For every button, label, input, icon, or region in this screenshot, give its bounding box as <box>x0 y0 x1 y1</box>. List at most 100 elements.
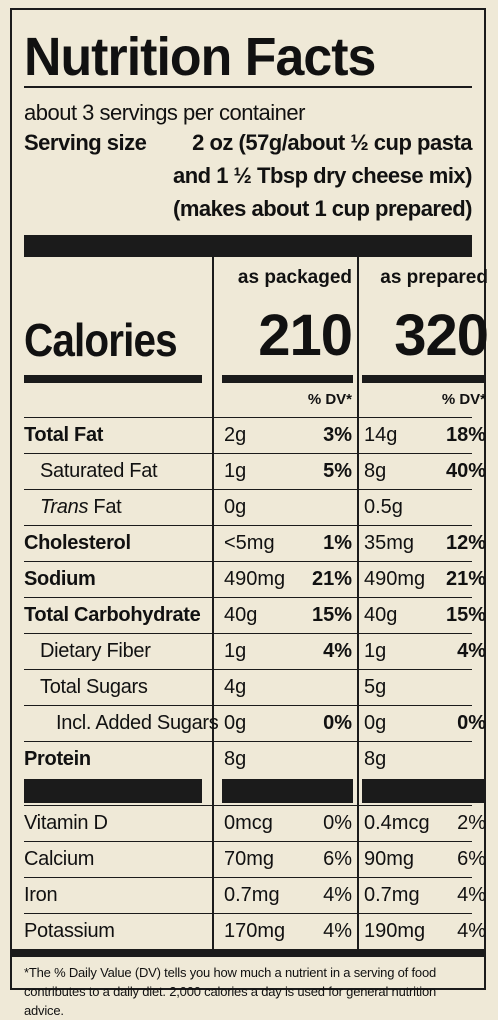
vitamin-divider <box>24 777 486 805</box>
amount-packaged: 70mg <box>224 848 275 870</box>
calories-bar <box>222 375 353 383</box>
nutrient-row-protein: Protein 8g 8g <box>24 741 472 777</box>
vitamin-row-iron: Iron 0.7mg 4% 0.7mg 4% <box>24 877 486 913</box>
dv-packaged: 3% <box>323 424 352 446</box>
amount-packaged: 4g <box>224 676 247 698</box>
amount-packaged: 170mg <box>224 920 286 942</box>
nutrient-row-total-carbohydrate: Total Carbohydrate 40g 15% 40g 15% <box>24 597 486 633</box>
dv-packaged: 5% <box>323 460 352 482</box>
divider-bar <box>362 779 486 803</box>
amount-packaged: 1g <box>224 460 247 482</box>
divider <box>24 86 472 88</box>
amount-packaged: 40g <box>224 604 258 626</box>
serving-size: Serving size 2 oz (57g/about ½ cup pasta… <box>24 126 473 225</box>
amount-prepared: 5g <box>364 676 387 698</box>
footnote: *The % Daily Value (DV) tells you how mu… <box>24 965 437 1018</box>
calories-bar <box>24 375 202 383</box>
column-divider <box>212 257 214 949</box>
amount-prepared: 8g <box>364 460 387 482</box>
dv-prepared: 12% <box>445 532 486 554</box>
footer-divider <box>12 949 484 957</box>
nutrient-label: Cholesterol <box>24 532 131 554</box>
nutrient-label: Incl. Added Sugars <box>56 712 219 734</box>
serving-size-line2: and 1 ½ Tbsp dry cheese mix) <box>172 163 473 188</box>
serving-size-label: Serving size <box>24 130 147 155</box>
amount-prepared: 8g <box>364 748 387 770</box>
vitamin-label: Vitamin D <box>24 812 108 834</box>
vitamin-row-vitamin-d: Vitamin D 0mcg 0% 0.4mcg 2% <box>24 805 486 841</box>
dv-packaged: 4% <box>323 884 352 906</box>
nutrient-row-total-sugars: Total Sugars 4g 5g <box>24 669 472 705</box>
amount-packaged: 0g <box>224 712 247 734</box>
dv-packaged: 0% <box>323 712 352 734</box>
serving-size-line3: (makes about 1 cup prepared) <box>173 196 472 221</box>
nutrient-grid: as packaged as prepared Calories 210 320… <box>24 257 489 949</box>
dv-header-prepared: % DV* <box>441 391 486 408</box>
dv-prepared: 4% <box>457 884 486 906</box>
amount-prepared: 190mg <box>364 920 426 942</box>
amount-packaged: 490mg <box>224 568 286 590</box>
dv-prepared: 4% <box>457 920 486 942</box>
dv-prepared: 21% <box>445 568 486 590</box>
amount-prepared: 40g <box>364 604 398 626</box>
serving-size-line1: 2 oz (57g/about ½ cup pasta <box>192 130 472 155</box>
trans-fat-rest: Fat <box>88 496 122 518</box>
amount-packaged: 2g <box>224 424 247 446</box>
nutrient-label: Protein <box>24 748 91 770</box>
amount-packaged: <5mg <box>224 532 275 554</box>
dv-header: % DV* % DV* <box>24 383 486 417</box>
nutrient-row-trans-fat: Trans Fat 0g 0.5g <box>24 489 472 525</box>
dv-packaged: 4% <box>323 920 352 942</box>
nutrient-label: Total Fat <box>24 424 104 446</box>
vitamin-label: Potassium <box>24 920 115 942</box>
calories-section: as packaged as prepared Calories 210 320 <box>24 257 489 383</box>
dv-prepared: 18% <box>445 424 486 446</box>
dv-prepared: 6% <box>457 848 486 870</box>
header-as-packaged: as packaged <box>237 267 352 288</box>
amount-prepared: 14g <box>364 424 398 446</box>
column-divider <box>357 257 359 949</box>
nutrient-label: Trans Fat <box>40 496 122 519</box>
nutrient-row-cholesterol: Cholesterol <5mg 1% 35mg 12% <box>24 525 486 561</box>
vitamin-label: Calcium <box>24 848 95 870</box>
vitamin-label: Iron <box>24 884 58 906</box>
dv-packaged: 1% <box>323 532 352 554</box>
amount-prepared: 0.4mcg <box>364 812 430 834</box>
calories-label: Calories <box>24 314 178 366</box>
nutrient-row-dietary-fiber: Dietary Fiber 1g 4% 1g 4% <box>24 633 486 669</box>
nutrient-row-total-fat: Total Fat 2g 3% 14g 18% <box>24 417 486 453</box>
nutrient-row-added-sugars: Incl. Added Sugars 0g 0% 0g 0% <box>24 705 486 741</box>
amount-prepared: 35mg <box>364 532 415 554</box>
nutrition-facts-panel: Nutrition Facts about 3 servings per con… <box>10 8 489 1018</box>
vitamin-row-potassium: Potassium 170mg 4% 190mg 4% <box>24 913 486 949</box>
nutrient-label: Total Sugars <box>40 676 148 698</box>
amount-packaged: 1g <box>224 640 247 662</box>
calories-packaged: 210 <box>258 303 353 368</box>
dv-prepared: 4% <box>457 640 486 662</box>
nutrition-title: Nutrition Facts <box>24 27 376 87</box>
dv-prepared: 2% <box>457 812 486 834</box>
calories-bar <box>362 375 486 383</box>
dv-packaged: 21% <box>311 568 352 590</box>
calories-prepared: 320 <box>394 303 489 368</box>
divider-bar <box>222 779 353 803</box>
amount-packaged: 0g <box>224 496 247 518</box>
nutrient-label: Dietary Fiber <box>40 640 151 662</box>
amount-prepared: 1g <box>364 640 387 662</box>
nutrient-label: Total Carbohydrate <box>24 604 201 626</box>
header-as-prepared: as prepared <box>380 267 488 288</box>
nutrient-label: Sodium <box>24 568 96 590</box>
amount-prepared: 490mg <box>364 568 426 590</box>
thick-divider <box>24 235 472 257</box>
dv-packaged: 0% <box>323 812 352 834</box>
servings-per-container: about 3 servings per container <box>24 100 305 125</box>
dv-prepared: 15% <box>445 604 486 626</box>
amount-packaged: 0.7mg <box>224 884 280 906</box>
amount-prepared: 0g <box>364 712 387 734</box>
divider-bar <box>24 779 202 803</box>
nutrient-row-sodium: Sodium 490mg 21% 490mg 21% <box>24 561 486 597</box>
nutrient-label: Saturated Fat <box>40 460 158 482</box>
dv-packaged: 15% <box>311 604 352 626</box>
amount-prepared: 90mg <box>364 848 415 870</box>
amount-packaged: 8g <box>224 748 247 770</box>
